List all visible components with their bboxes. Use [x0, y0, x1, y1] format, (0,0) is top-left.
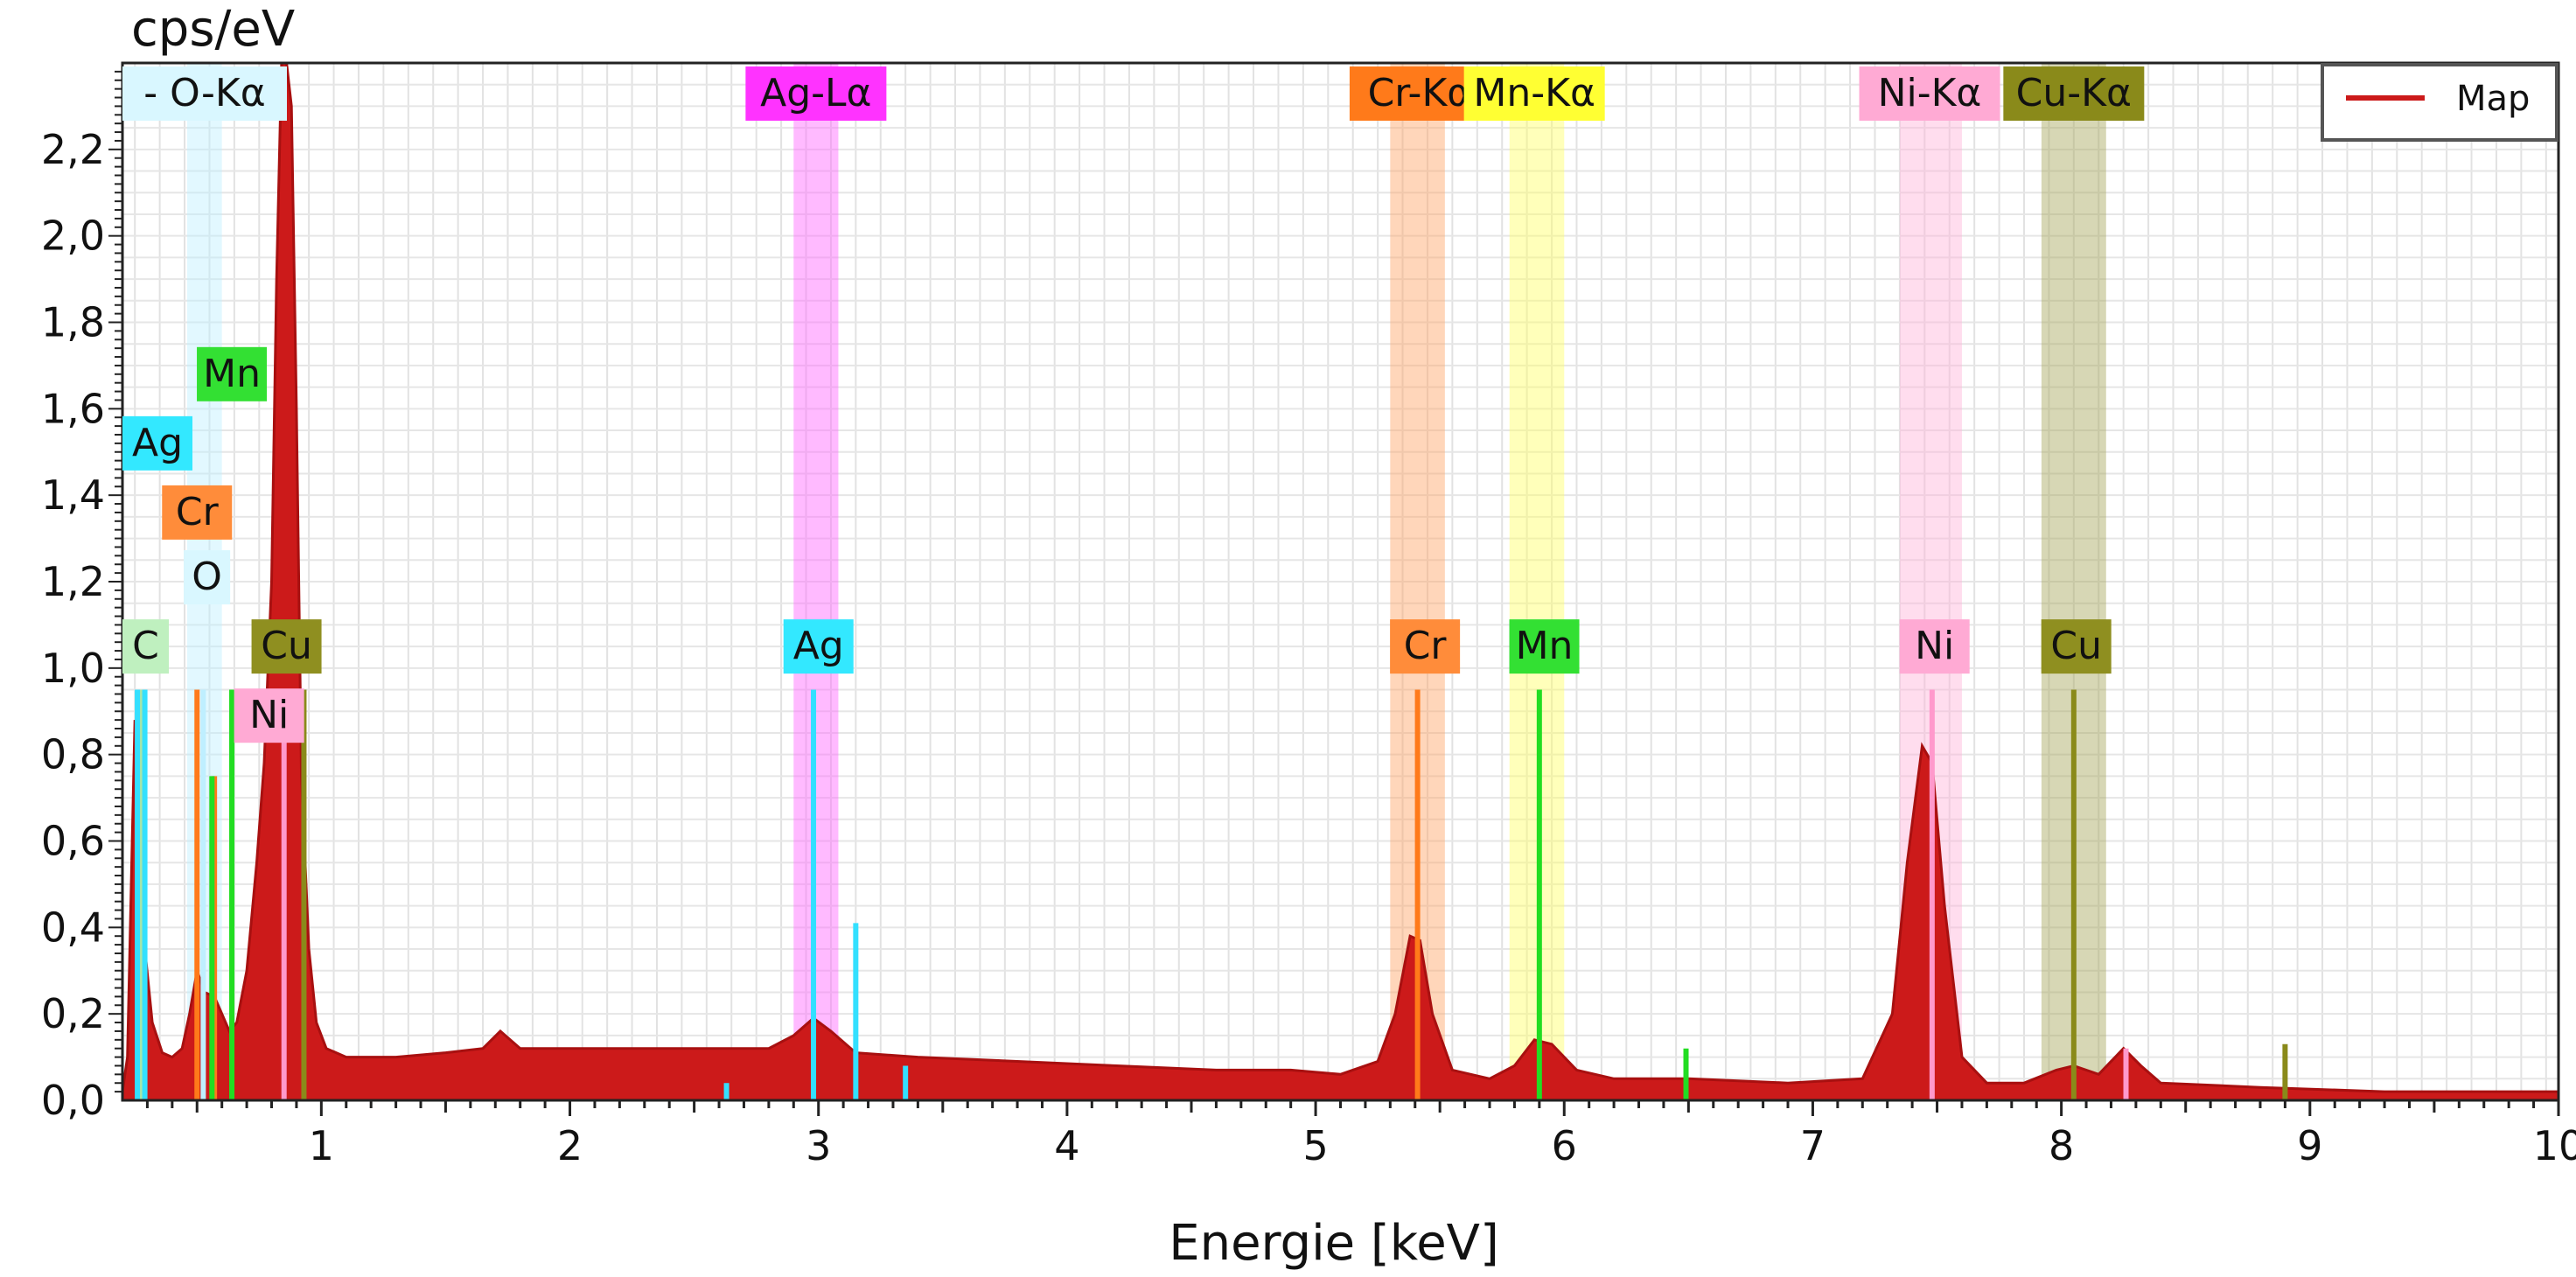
- element-label-text: Ag: [132, 421, 183, 465]
- y-tick-label: 0,4: [41, 904, 105, 951]
- element-label-bg: [122, 619, 169, 674]
- spectrum-series: [121, 61, 2560, 1102]
- axis-ticks: 1 2 3 4 5 6 7 8 9 10 0,0 0,2 0,4 0,6 0,8 1,0 1,2 1,4 1,6 1,…: [41, 70, 2576, 1169]
- roi-label-bg: [2003, 66, 2145, 121]
- y-tick-label: 0,8: [41, 731, 105, 778]
- roi-label-bg: [1859, 66, 2000, 121]
- gridlines: [122, 62, 2559, 1100]
- element-label-text: O: [192, 555, 222, 599]
- roi-label: Mn-Kα: [1463, 66, 1605, 121]
- x-tick-label: 2: [557, 1122, 583, 1169]
- roi-label: - O-Kα: [122, 66, 287, 121]
- roi-label-text: Cr-Kα: [1368, 71, 1473, 115]
- roi-label: Ag-Lα: [745, 66, 887, 121]
- element-label: C: [122, 619, 169, 674]
- element-label: Ag: [783, 619, 854, 674]
- element-label: Cu: [2041, 619, 2112, 674]
- element-label: O: [184, 550, 231, 605]
- element-label: Ni: [234, 688, 304, 743]
- x-tick-label: 4: [1054, 1122, 1079, 1169]
- x-tick-label: 7: [1800, 1122, 1826, 1169]
- y-axis-title: cps/eV: [131, 1, 295, 58]
- roi-label-bg: [122, 66, 287, 121]
- element-label: Mn: [197, 346, 268, 401]
- roi-label-text: Cu-Kα: [2016, 71, 2132, 115]
- y-tick-label: 0,0: [41, 1077, 105, 1124]
- roi-label-text: - O-Kα: [143, 71, 265, 115]
- element-label-text: Cu: [261, 624, 312, 668]
- element-lines: [135, 689, 2288, 1100]
- element-label-text: Cr: [1404, 624, 1448, 668]
- y-tick-label: 1,6: [41, 385, 105, 432]
- roi-label: Cu-Kα: [2003, 66, 2145, 121]
- element-label-bg: [197, 346, 268, 401]
- element-label-bg: [1899, 619, 1970, 674]
- element-label-bg: [251, 619, 322, 674]
- roi-label-text: Ni-Kα: [1878, 71, 1982, 115]
- y-tick-label: 0,6: [41, 818, 105, 865]
- y-tick-label: 0,2: [41, 990, 105, 1037]
- roi-label-bg: [745, 66, 887, 121]
- roi-label-text: Ag-Lα: [760, 71, 871, 115]
- x-tick-label: 9: [2297, 1122, 2322, 1169]
- element-label-text: Mn: [1516, 624, 1574, 668]
- x-tick-label: 5: [1302, 1122, 1328, 1169]
- element-label: Cr: [1390, 619, 1461, 674]
- y-tick-label: 2,0: [41, 213, 105, 260]
- element-label-bg: [1509, 619, 1580, 674]
- element-label-text: C: [132, 624, 159, 668]
- element-label: Mn: [1509, 619, 1580, 674]
- element-label-bg: [2041, 619, 2112, 674]
- roi-label-bg: [1463, 66, 1605, 121]
- element-label-bg: [184, 550, 231, 605]
- element-label: Ag: [122, 415, 192, 471]
- element-label: Cr: [162, 485, 233, 540]
- legend-label-map: Map: [2456, 79, 2530, 119]
- x-tick-label: 10: [2533, 1122, 2576, 1169]
- legend-box: [2321, 63, 2559, 142]
- element-label-text: Mn: [203, 352, 261, 396]
- y-tick-label: 1,4: [41, 471, 105, 519]
- roi-label: Ni-Kα: [1859, 66, 2000, 121]
- y-tick-label: 2,2: [41, 126, 105, 173]
- x-tick-label: 3: [806, 1122, 831, 1169]
- element-label-text: Cr: [176, 490, 220, 534]
- element-label-bg: [234, 688, 304, 743]
- y-tick-label: 1,8: [41, 299, 105, 346]
- x-axis-title: Energie [keV]: [1169, 1215, 1499, 1272]
- element-label-bg: [783, 619, 854, 674]
- annotation-labels: - O-Kα Ag-Lα Cr-Kα Mn-Kα Ni-Kα Cu-Kα Mn Ag Cr OC C…: [122, 66, 2145, 743]
- x-tick-label: 6: [1552, 1122, 1577, 1169]
- x-tick-label: 8: [2049, 1122, 2074, 1169]
- element-label: Ni: [1899, 619, 1970, 674]
- y-tick-label: 1,2: [41, 558, 105, 605]
- element-label-text: Ni: [249, 693, 289, 737]
- element-label: Cu: [251, 619, 322, 674]
- element-label-bg: [122, 415, 192, 471]
- element-label-bg: [162, 485, 233, 540]
- roi-label-text: Mn-Kα: [1473, 71, 1595, 115]
- legend: Map: [2321, 63, 2559, 142]
- x-tick-label: 1: [309, 1122, 334, 1169]
- spectrum-area-map: [121, 61, 2560, 1102]
- element-label-text: Ni: [1915, 624, 1954, 668]
- y-tick-label: 1,0: [41, 645, 105, 692]
- element-label-bg: [1390, 619, 1461, 674]
- element-label-text: Ag: [793, 624, 844, 668]
- element-label-text: Cu: [2050, 624, 2102, 668]
